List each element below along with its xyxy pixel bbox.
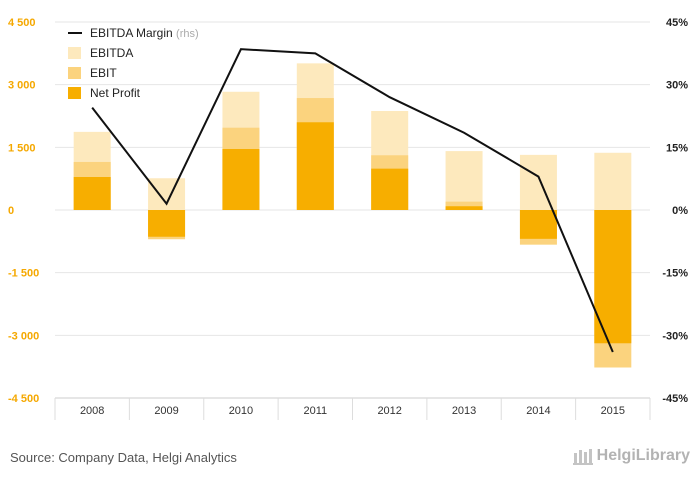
y2-tick-label: 0% — [672, 205, 688, 217]
y-tick-label: 0 — [8, 205, 14, 217]
axes: 4 500 3 000 1 500 0 -1 500 -3 000 -4 500 45% 30%… — [8, 17, 688, 420]
chart-canvas: 4 500 3 000 1 500 0 -1 500 -3 000 -4 500 45% 30%… — [8, 17, 688, 420]
bars — [73, 63, 632, 368]
y2-tick-label: 15% — [666, 142, 688, 154]
legend-swatch-ebitda — [68, 47, 81, 59]
y2-tick-label: -30% — [662, 330, 688, 342]
bar-net-profit — [73, 176, 111, 210]
bar-net-profit — [445, 206, 483, 210]
y2-tick-label: 30% — [666, 80, 688, 92]
y-tick-label: 1 500 — [8, 142, 36, 154]
x-tick-label: 2014 — [526, 405, 550, 417]
y-tick-label: 3 000 — [8, 80, 36, 92]
margin-line — [91, 48, 614, 353]
y2-tick-label: -15% — [662, 268, 688, 280]
line-ebitda-margin — [91, 48, 614, 353]
x-tick-label: 2011 — [303, 405, 327, 417]
x-tick-label: 2013 — [452, 405, 476, 417]
y2-tick-label: 45% — [666, 17, 688, 29]
legend-rhs-note: (rhs) — [176, 28, 199, 40]
x-tick-label: 2015 — [601, 405, 625, 417]
y-tick-label: -4 500 — [8, 393, 39, 405]
bar-ebit — [445, 201, 483, 210]
bar-net-profit — [148, 210, 186, 237]
x-tick-label: 2008 — [80, 405, 104, 417]
bar-ebitda — [445, 151, 483, 210]
x-tick-label: 2010 — [229, 405, 253, 417]
brand-logo[interactable]: HelgiLibrary — [572, 447, 690, 465]
y-tick-label: 4 500 — [8, 17, 36, 29]
x-tick-label: 2012 — [377, 405, 401, 417]
bar-net-profit — [222, 149, 260, 210]
library-icon — [572, 449, 593, 465]
grid-lines — [55, 21, 650, 399]
legend-label-ebitda-margin: EBITDA Margin (rhs) — [90, 26, 199, 40]
y-tick-label: -3 000 — [8, 330, 39, 342]
source-note: Source: Company Data, Helgi Analytics — [10, 450, 237, 465]
bar-net-profit — [296, 122, 334, 210]
legend-label-ebitda: EBITDA — [90, 46, 133, 60]
bar-net-profit — [371, 168, 409, 210]
legend-swatch-net-profit — [68, 87, 81, 99]
legend-label-net-profit: Net Profit — [90, 86, 141, 100]
legend-swatch-ebit — [68, 67, 81, 79]
bar-ebitda — [519, 154, 557, 210]
y-tick-label: -1 500 — [8, 268, 39, 280]
bar-net-profit — [519, 210, 557, 239]
brand-name: HelgiLibrary — [596, 447, 690, 464]
y2-tick-label: -45% — [662, 393, 688, 405]
legend: EBITDA Margin (rhs) EBITDA EBIT Net Profit — [68, 26, 199, 100]
legend-label-ebit: EBIT — [90, 66, 117, 80]
bar-ebitda — [594, 152, 632, 210]
x-tick-label: 2009 — [154, 405, 178, 417]
